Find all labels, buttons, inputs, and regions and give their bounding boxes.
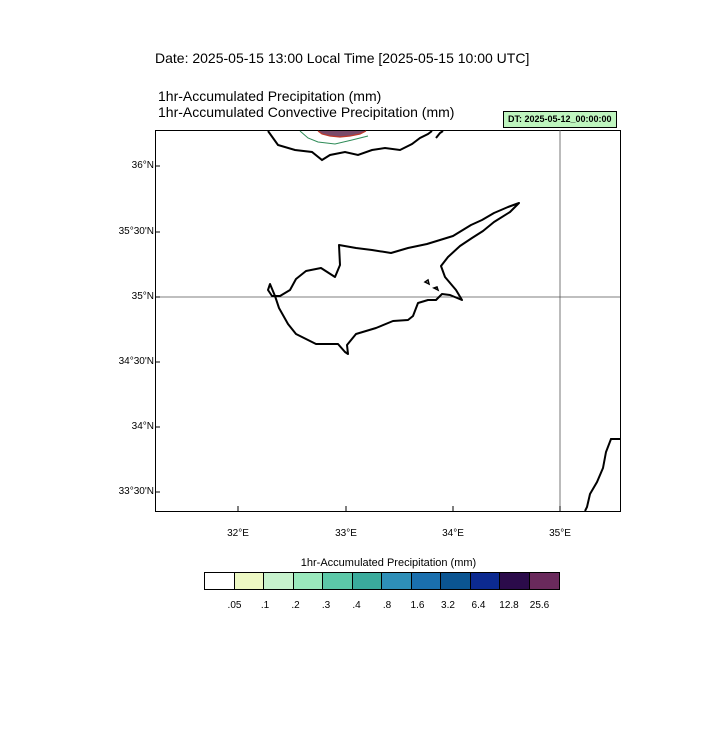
colorbar-label: 12.8 bbox=[499, 600, 519, 611]
colorbar-title: 1hr-Accumulated Precipitation (mm) bbox=[300, 557, 477, 569]
colorbar-swatch bbox=[205, 573, 235, 589]
colorbar-label: 3.2 bbox=[441, 600, 455, 611]
colorbar-swatch bbox=[323, 573, 353, 589]
colorbar-label: .4 bbox=[352, 600, 361, 611]
levant-coastline bbox=[584, 438, 620, 512]
precip-contour bbox=[299, 130, 369, 145]
subtitle-precipitation: 1hr-Accumulated Precipitation (mm) bbox=[158, 88, 382, 104]
lat-label-35-30n: 35°30'N bbox=[118, 226, 154, 237]
colorbar-label: .2 bbox=[291, 600, 300, 611]
turkey-coastline bbox=[267, 130, 433, 162]
lat-label-36n: 36°N bbox=[131, 160, 154, 171]
lat-label-34-30n: 34°30'N bbox=[118, 356, 154, 367]
lat-label-33-30n: 33°30'N bbox=[118, 486, 154, 497]
convective-precip-area bbox=[317, 130, 367, 138]
lon-ticks bbox=[237, 506, 561, 511]
colorbar-label: 6.4 bbox=[471, 600, 486, 611]
lat-label-34n: 34°N bbox=[131, 421, 154, 432]
islet bbox=[423, 278, 431, 286]
colorbar-label: .8 bbox=[382, 600, 392, 611]
lon-label-32e: 32°E bbox=[227, 528, 249, 539]
colorbar-label: .05 bbox=[227, 600, 242, 611]
colorbar-swatch bbox=[382, 573, 412, 589]
map-frame bbox=[155, 130, 621, 512]
colorbar-swatch bbox=[352, 573, 382, 589]
colorbar-swatch bbox=[441, 573, 471, 589]
colorbar-label: .1 bbox=[260, 600, 270, 611]
colorbar-label: .3 bbox=[321, 600, 331, 611]
lon-label-33e: 33°E bbox=[335, 528, 357, 539]
lon-label-35e: 35°E bbox=[549, 528, 571, 539]
colorbar-label: 1.6 bbox=[410, 600, 425, 611]
map-title: Date: 2025-05-15 13:00 Local Time [2025-… bbox=[155, 50, 530, 66]
dt-badge: DT: 2025-05-12_00:00:00 bbox=[503, 111, 617, 128]
colorbar-swatch bbox=[293, 573, 323, 589]
colorbar bbox=[204, 572, 560, 590]
subtitle-convective: 1hr-Accumulated Convective Precipitation… bbox=[158, 104, 455, 120]
cyprus-coastline bbox=[267, 202, 520, 355]
lat-label-35n: 35°N bbox=[131, 291, 154, 302]
colorbar-swatch bbox=[264, 573, 294, 589]
lat-ticks bbox=[155, 165, 160, 493]
islet bbox=[432, 286, 440, 292]
colorbar-swatch bbox=[470, 573, 500, 589]
colorbar-swatch bbox=[529, 573, 559, 589]
colorbar-swatch bbox=[500, 573, 530, 589]
colorbar-swatch bbox=[234, 573, 264, 589]
colorbar-label: 25.6 bbox=[529, 600, 550, 611]
lon-label-34e: 34°E bbox=[442, 528, 464, 539]
coastline-fragment bbox=[435, 130, 444, 139]
colorbar-swatch bbox=[411, 573, 441, 589]
